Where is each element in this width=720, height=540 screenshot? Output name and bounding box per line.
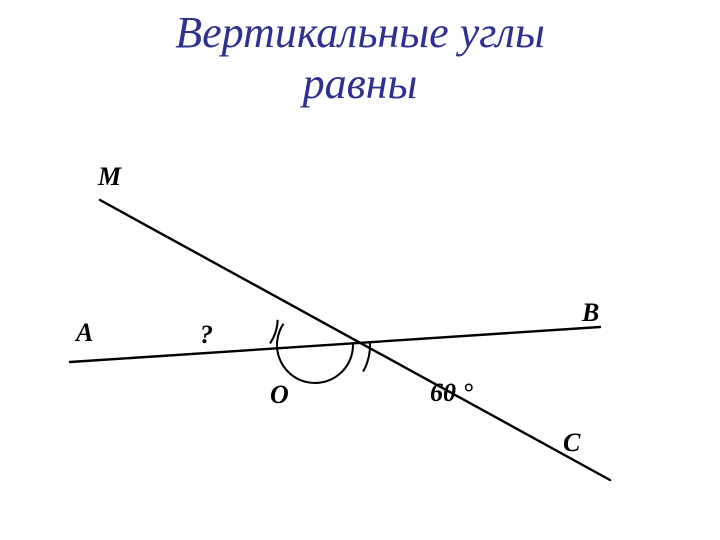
label-O: O [270,380,289,410]
label-angle: 60 ° [430,378,473,408]
slide: Вертикальные углы равны MABCO?60 ° [0,0,720,540]
label-M: M [98,162,121,192]
label-q: ? [200,320,213,350]
label-C: C [563,428,580,458]
label-B: B [582,298,599,328]
geometry-diagram [0,0,720,540]
label-A: A [76,318,93,348]
